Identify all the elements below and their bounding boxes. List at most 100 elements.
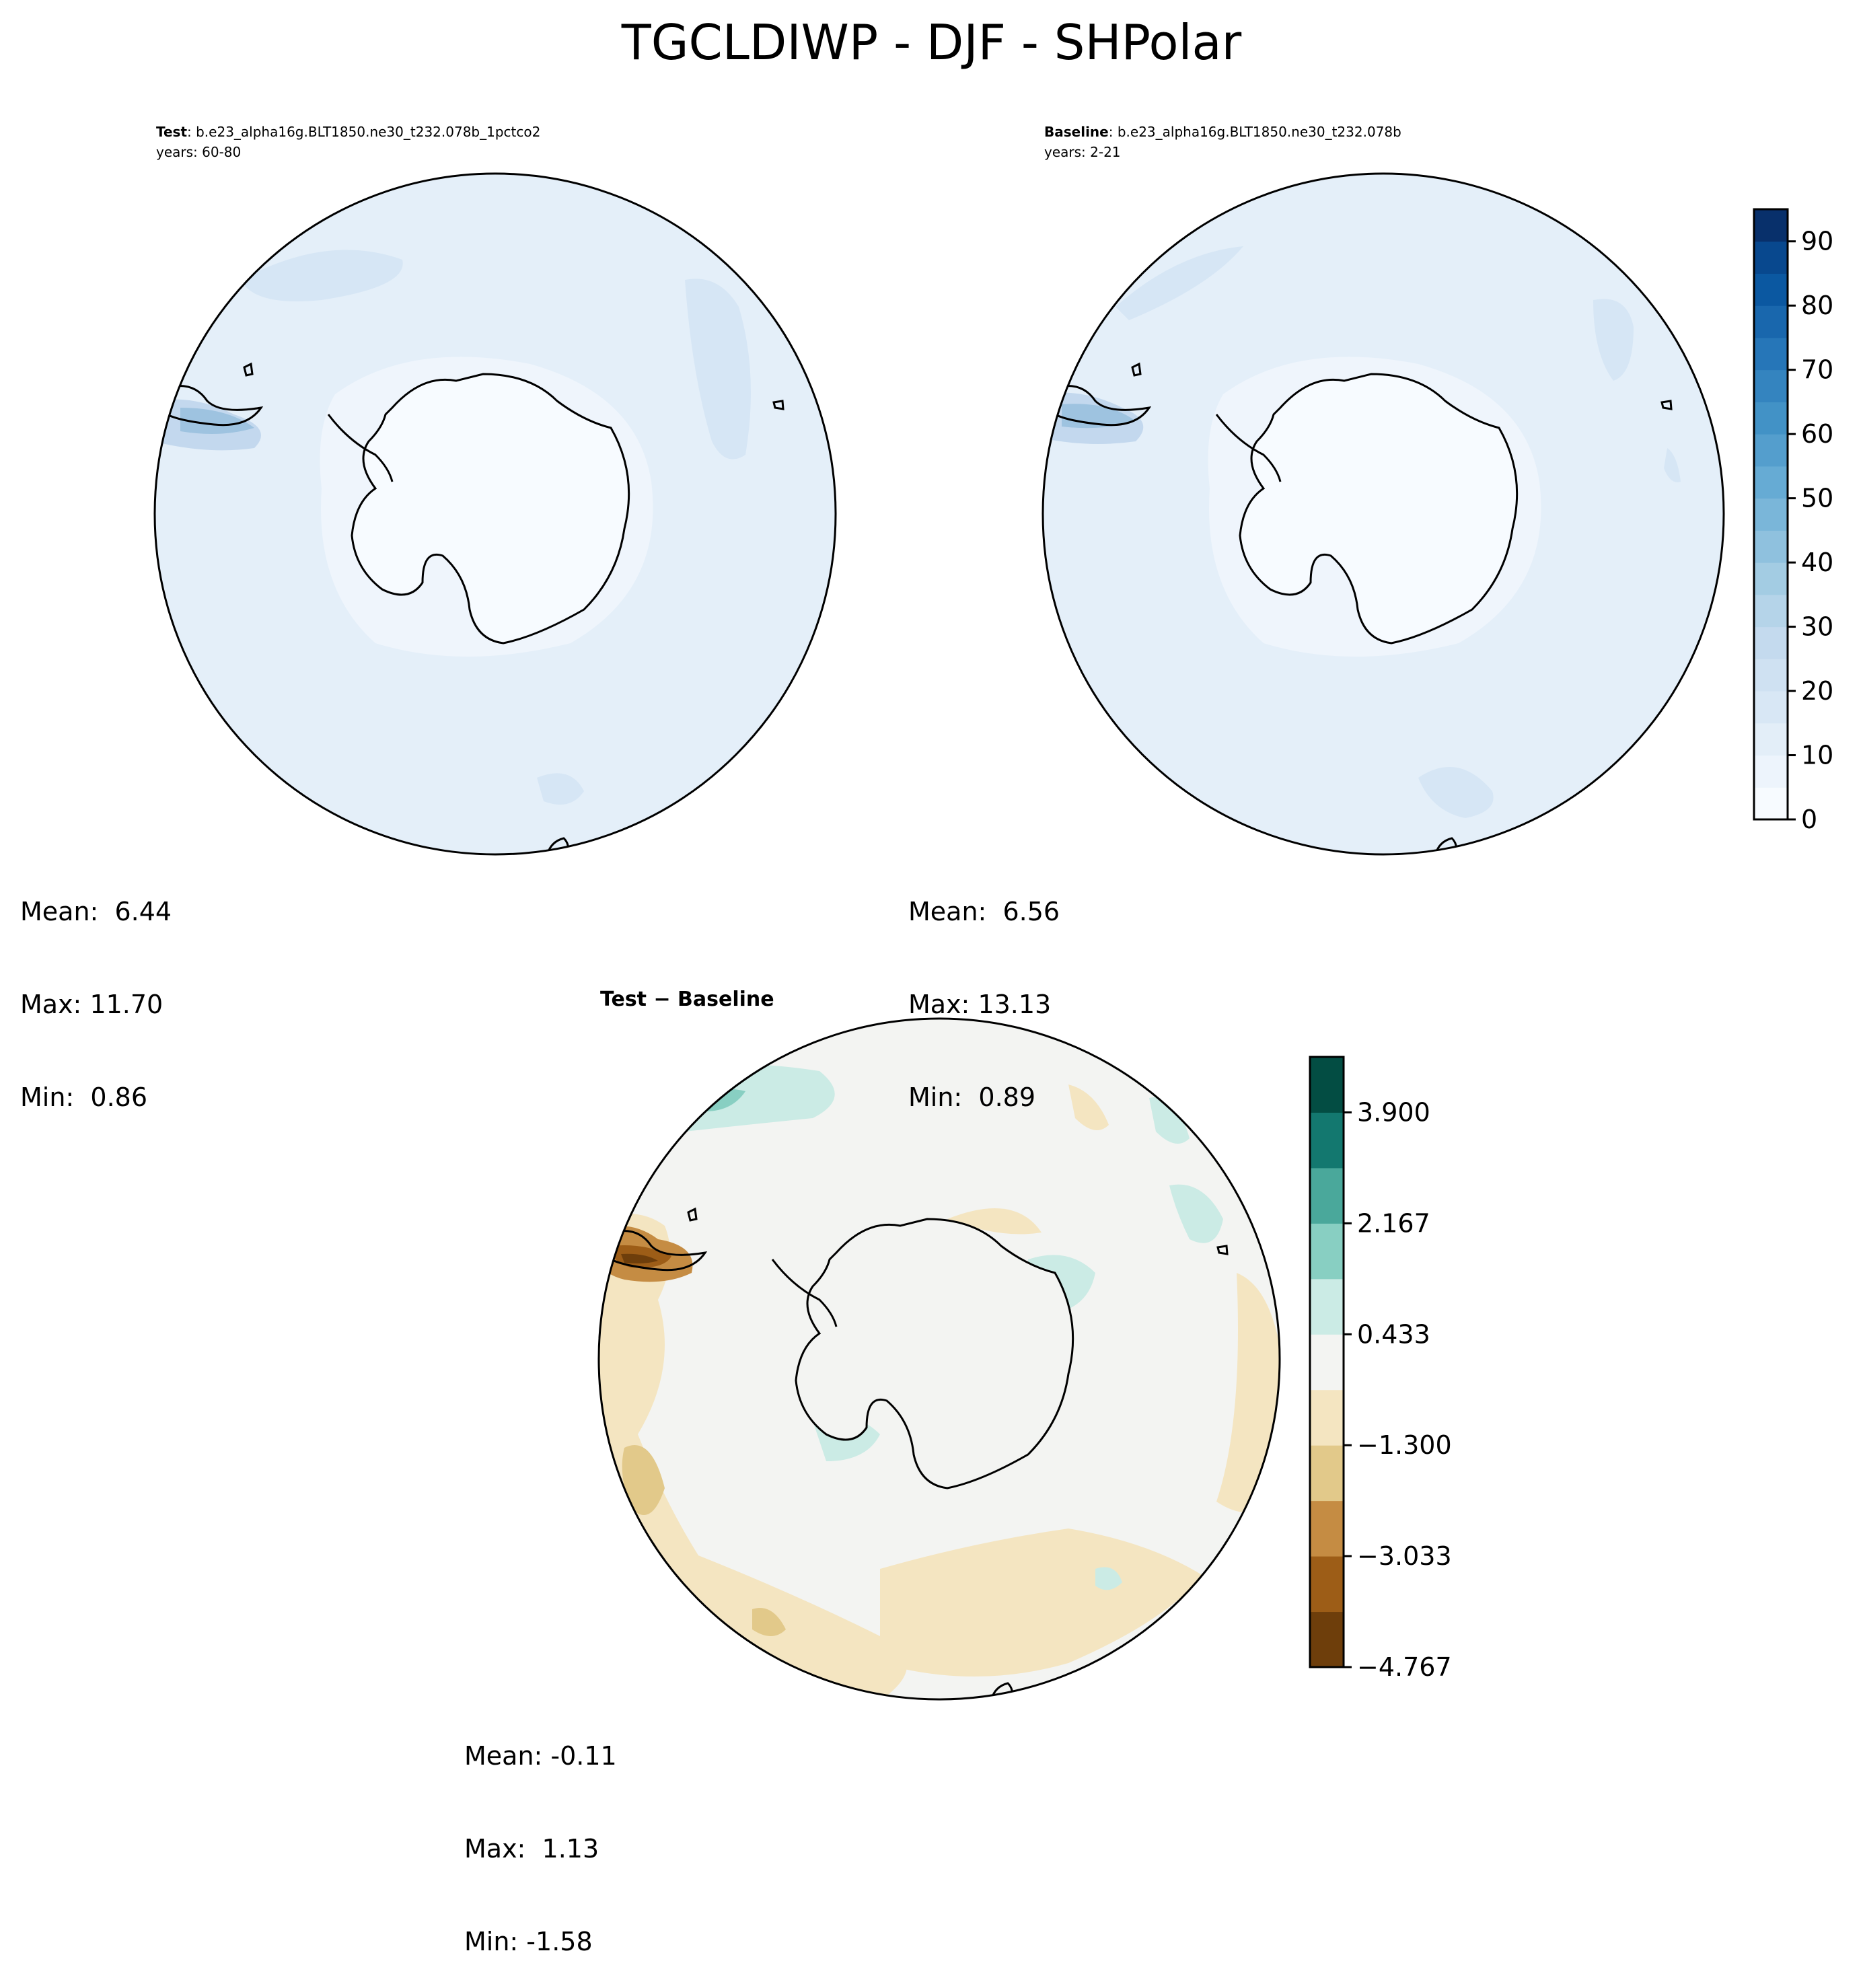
- contour-patch: [685, 279, 751, 459]
- abs-colorbar-segment: [1754, 594, 1788, 628]
- contour-patch: [1149, 1097, 1190, 1144]
- diff-colorbar-segment: [1310, 1611, 1344, 1668]
- abs-colorbar-segment: [1754, 755, 1788, 788]
- diff-map: [597, 1017, 1281, 1701]
- island-coastline: [1660, 400, 1673, 410]
- test-label: Test: [156, 124, 188, 140]
- contour-patch: [1216, 1273, 1280, 1512]
- contour-patch: [241, 250, 403, 301]
- abs-colorbar-segment: [1754, 659, 1788, 692]
- abs-colorbar-segment: [1754, 787, 1788, 820]
- diff-colorbar-segment: [1310, 1556, 1344, 1613]
- peninsula-coastline: [1215, 414, 1282, 482]
- test-map: [153, 172, 837, 856]
- abs-colorbar-segment: [1754, 402, 1788, 435]
- figure-title: TGCLDIWP - DJF - SHPolar: [621, 14, 1242, 71]
- test-case-name: : b.e23_alpha16g.BLT1850.ne30_t232.078b_…: [187, 124, 541, 140]
- test-years: years: 60-80: [156, 144, 242, 160]
- abs-colorbar-tick-label: 40: [1801, 548, 1833, 577]
- island-coastline: [772, 400, 784, 410]
- abs-colorbar-tick-label: 10: [1801, 741, 1833, 770]
- abs-colorbar-segment: [1754, 530, 1788, 563]
- south-america-coastline: [166, 385, 264, 427]
- antarctica-coastline: [795, 1218, 1074, 1489]
- island-coastline: [687, 1207, 698, 1222]
- diff-colorbar-tick-label: −3.033: [1357, 1541, 1452, 1571]
- baseline-panel-title: Baseline: b.e23_alpha16g.BLT1850.ne30_t2…: [1044, 124, 1401, 140]
- island-coastline: [243, 362, 254, 377]
- test-max: Max: 11.70: [20, 990, 163, 1019]
- abs-colorbar-tick-label: 80: [1801, 291, 1833, 320]
- abs-colorbar-segment: [1754, 305, 1788, 338]
- diff-colorbar-segment: [1310, 1445, 1344, 1502]
- baseline-min: Min: 0.89: [908, 1082, 1035, 1112]
- contour-patch: [752, 1608, 786, 1636]
- abs-colorbar-tick-label: 30: [1801, 612, 1833, 642]
- baseline-mean: Mean: 6.56: [908, 897, 1060, 926]
- test-min: Min: 0.86: [20, 1082, 147, 1112]
- south-america-coastline: [1054, 385, 1152, 427]
- abs-colorbar-tick-label: 50: [1801, 484, 1833, 513]
- contour-patch: [622, 1445, 665, 1515]
- baseline-max: Max: 13.13: [908, 990, 1052, 1019]
- baseline-map: [1042, 172, 1725, 856]
- island-coastline: [1216, 1245, 1229, 1255]
- contour-patch: [1068, 1084, 1109, 1130]
- diff-colorbar-segment: [1310, 1223, 1344, 1280]
- south-america-coastline: [610, 1230, 708, 1272]
- abs-colorbar-tick-label: 20: [1801, 676, 1833, 706]
- contour-patch: [1593, 299, 1634, 381]
- diff-colorbar-segment: [1310, 1389, 1344, 1446]
- abs-colorbar-segment: [1754, 626, 1788, 659]
- contour-patch: [947, 1208, 1042, 1235]
- abs-colorbar-segment: [1754, 691, 1788, 724]
- map-boundary: [1042, 172, 1725, 856]
- abs-colorbar-segment: [1754, 369, 1788, 402]
- diff-colorbar-segment: [1310, 1167, 1344, 1224]
- contour-patch: [1095, 1567, 1122, 1590]
- baseline-years: years: 2-21: [1044, 144, 1121, 160]
- contour-patch: [1418, 767, 1494, 818]
- peninsula-coastline: [327, 414, 394, 482]
- contour-patch: [1664, 448, 1681, 482]
- abs-colorbar: 0 10 20 30 40 50 60 70 80 90: [1753, 208, 1833, 834]
- diff-colorbar-tick-label: 2.167: [1357, 1208, 1430, 1238]
- abs-colorbar-segment: [1754, 498, 1788, 531]
- diff-colorbar-tick-label: −1.300: [1357, 1430, 1452, 1460]
- abs-colorbar-frame: [1753, 208, 1789, 821]
- test-panel-title: Test: b.e23_alpha16g.BLT1850.ne30_t232.0…: [156, 124, 540, 140]
- peninsula-coastline: [771, 1259, 838, 1327]
- abs-colorbar-segment: [1754, 209, 1788, 242]
- abs-colorbar-segment: [1754, 434, 1788, 467]
- diff-colorbar-segment: [1310, 1278, 1344, 1335]
- abs-colorbar-segment: [1754, 723, 1788, 756]
- diff-colorbar-tick-label: −4.767: [1357, 1652, 1452, 1682]
- contour-patch: [180, 408, 254, 434]
- island-coastline: [1131, 362, 1142, 377]
- diff-max: Max: 1.13: [464, 1834, 599, 1864]
- antarctica-coastline: [351, 373, 630, 645]
- abs-colorbar-tick-label: 60: [1801, 419, 1833, 449]
- abs-colorbar-segment: [1754, 466, 1788, 499]
- test-stats: Mean: 6.44 Max: 11.70 Min: 0.86: [20, 834, 172, 1144]
- diff-colorbar-frame: [1309, 1056, 1345, 1668]
- diff-panel-title: Test − Baseline: [600, 988, 774, 1011]
- abs-colorbar-tick-label: 0: [1801, 805, 1817, 834]
- diff-colorbar: −4.767 −3.033 −1.300 0.433 2.167 3.900: [1309, 1056, 1452, 1682]
- abs-colorbar-tick-label: 90: [1801, 227, 1833, 256]
- abs-colorbar-segment: [1754, 337, 1788, 371]
- abs-colorbar-segment: [1754, 562, 1788, 595]
- antarctica-coastline: [1239, 373, 1519, 645]
- contour-patch: [880, 1529, 1203, 1677]
- contour-patch: [1169, 1184, 1223, 1243]
- abs-colorbar-segment: [1754, 273, 1788, 306]
- diff-mean: Mean: -0.11: [464, 1741, 617, 1771]
- map-boundary: [597, 1017, 1281, 1701]
- map-boundary: [153, 172, 837, 856]
- diff-colorbar-tick-label: 3.900: [1357, 1097, 1430, 1127]
- diff-colorbar-segment: [1310, 1334, 1344, 1391]
- diff-colorbar-segment: [1310, 1500, 1344, 1557]
- diff-min: Min: -1.58: [464, 1927, 593, 1956]
- abs-colorbar-segment: [1754, 241, 1788, 274]
- baseline-case-name: : b.e23_alpha16g.BLT1850.ne30_t232.078b: [1108, 124, 1401, 140]
